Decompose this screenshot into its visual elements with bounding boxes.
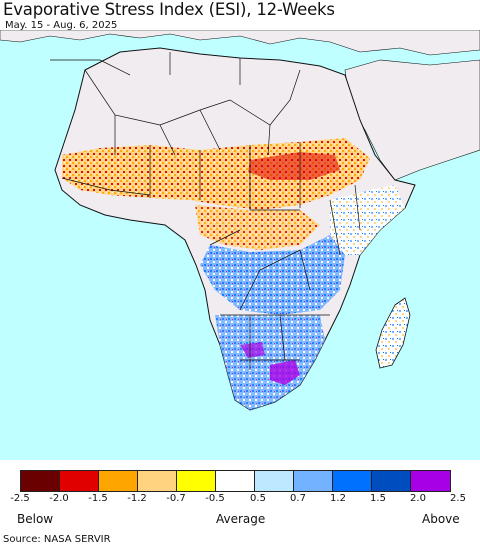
legend-swatch (411, 471, 450, 491)
source-credit: Source: NASA SERVIR (3, 534, 111, 545)
africa-esi-map (0, 30, 480, 460)
color-legend (20, 470, 451, 492)
legend-swatch (21, 471, 60, 491)
legend-swatch (177, 471, 216, 491)
legend-swatch (99, 471, 138, 491)
legend-tick: -2.0 (49, 493, 69, 504)
legend-average-label: Average (216, 512, 266, 526)
south-africa-purple-patch (270, 360, 300, 385)
legend-swatch (216, 471, 255, 491)
central-africa-dry-region (195, 205, 320, 250)
country-borders (50, 52, 361, 370)
legend-tick: 1.5 (370, 493, 386, 504)
legend-tick: -2.5 (10, 493, 30, 504)
map-title: Evaporative Stress Index (ESI), 12-Weeks (3, 0, 335, 19)
southern-africa-wet-region (215, 315, 325, 410)
chad-sudan-severe-dry (248, 152, 340, 180)
madagascar (375, 297, 411, 369)
namibia-purple-patch (240, 342, 265, 358)
legend-tick: -0.7 (166, 493, 186, 504)
legend-swatch (60, 471, 99, 491)
legend-tick: -1.2 (127, 493, 147, 504)
legend-swatch (294, 471, 333, 491)
legend-above-label: Above (422, 512, 460, 526)
legend-tick: -0.5 (205, 493, 225, 504)
legend-swatch (138, 471, 177, 491)
legend-swatch (333, 471, 372, 491)
legend-tick: 0.5 (250, 493, 266, 504)
legend-tick: 2.0 (410, 493, 426, 504)
congo-wet-region (200, 235, 345, 315)
date-range: May. 15 - Aug. 6, 2025 (5, 20, 118, 31)
legend-swatch (372, 471, 411, 491)
legend-tick: 1.2 (330, 493, 346, 504)
legend-tick: 0.7 (290, 493, 306, 504)
legend-swatch (255, 471, 294, 491)
legend-tick: -1.5 (88, 493, 108, 504)
legend-tick: 2.5 (450, 493, 466, 504)
legend-below-label: Below (17, 512, 54, 526)
east-africa-mixed-region (330, 185, 405, 255)
europe-landmass (0, 30, 480, 56)
